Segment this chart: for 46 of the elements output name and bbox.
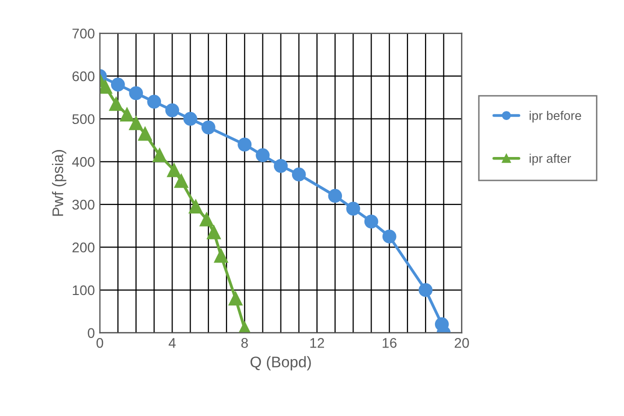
y-tick-label: 200 <box>72 242 94 252</box>
point <box>292 168 306 182</box>
point <box>214 248 228 263</box>
point <box>238 138 252 152</box>
point <box>256 148 270 162</box>
point <box>201 120 216 134</box>
point <box>346 202 360 216</box>
x-tick-label: 20 <box>454 338 469 348</box>
point <box>100 80 112 94</box>
point <box>206 225 221 240</box>
point <box>109 96 124 111</box>
y-tick-label: 500 <box>72 114 94 124</box>
point <box>274 158 288 173</box>
y-tick-label: 0 <box>88 328 94 338</box>
point <box>165 103 180 118</box>
y-tick-label: 400 <box>72 156 94 167</box>
y-tick-label: 700 <box>72 28 94 38</box>
point <box>188 200 203 214</box>
point <box>418 283 433 297</box>
y-tick-label: 600 <box>72 71 94 82</box>
x-tick-label: 12 <box>310 338 324 348</box>
x-tick-label: 8 <box>241 338 248 348</box>
point <box>382 230 396 244</box>
point <box>138 126 152 141</box>
y-axis-title: Pwf (psia) <box>52 150 66 216</box>
point <box>200 212 214 226</box>
x-tick-label: 0 <box>96 338 104 348</box>
point <box>120 108 134 122</box>
point <box>174 174 188 188</box>
point <box>167 163 181 178</box>
x-tick-label: 4 <box>168 338 176 348</box>
point <box>129 86 143 100</box>
point <box>183 112 198 126</box>
point <box>228 292 243 306</box>
legend-label: ipr before <box>530 110 582 122</box>
point <box>147 94 162 109</box>
x-tick-label: 16 <box>382 338 396 348</box>
x-axis-title: Q (Bopd) <box>250 356 311 370</box>
point <box>110 78 125 92</box>
legend-label: ipr after <box>530 154 572 166</box>
point <box>364 214 378 228</box>
point <box>328 188 342 203</box>
y-tick-label: 300 <box>72 200 94 210</box>
point <box>129 116 143 130</box>
point <box>152 148 166 162</box>
y-tick-label: 100 <box>72 285 94 296</box>
